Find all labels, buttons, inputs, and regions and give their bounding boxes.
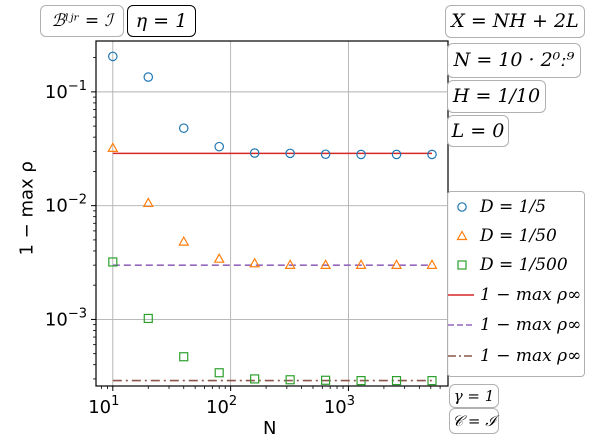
circle-marker [214, 141, 225, 152]
square-marker [285, 375, 295, 385]
circle-marker [285, 148, 295, 159]
x-tick-label: 101 [88, 394, 119, 418]
y-tick-label: 10−3 [45, 306, 87, 330]
c-tag: 𝒞 = ℐ [449, 408, 499, 434]
dashdot-line-icon [448, 355, 474, 357]
y-tick-label: 10−2 [45, 193, 87, 217]
legend-label: 1 − max ρ∞ [480, 315, 582, 335]
plot-frame [95, 40, 449, 387]
triangle-marker [142, 197, 154, 208]
legend-item: D = 1/500 [448, 253, 584, 277]
circle-marker [108, 51, 118, 62]
legend-item: D = 1/5 [448, 195, 584, 219]
x-tick-label: 103 [324, 394, 355, 418]
square-marker [250, 374, 260, 384]
grid-layer [96, 41, 448, 386]
triangle-marker [391, 259, 403, 269]
triangle-marker [107, 142, 119, 152]
legend-item: 1 − max ρ∞ [448, 313, 584, 337]
reference-lines [112, 152, 432, 382]
legend-label: D = 1/500 [480, 255, 568, 275]
square-marker [179, 352, 189, 362]
x-tag: X = NH + 2L [445, 5, 585, 38]
legend-label: D = 1/5 [480, 197, 547, 217]
n-tag: N = 10 · 2⁰ː⁹ [447, 43, 581, 78]
square-marker-icon [457, 260, 467, 270]
data-markers [107, 51, 438, 386]
dashed-line-icon [448, 324, 474, 326]
triangle-marker-icon [456, 230, 468, 241]
eta-tag: η = 1 [127, 5, 196, 37]
square-marker [356, 376, 366, 386]
b-tag: ℬˡʲʳ = ℐ [40, 5, 124, 37]
circle-marker [391, 149, 402, 160]
legend-label: D = 1/50 [480, 226, 557, 246]
gamma-tag: γ = 1 [449, 384, 499, 408]
legend-label: 1 − max ρ∞ [480, 285, 582, 305]
triangle-marker [320, 259, 332, 269]
h-tag: H = 1/10 [447, 80, 546, 113]
circle-marker [356, 149, 366, 160]
circle-marker [178, 123, 189, 133]
legend-item: D = 1/50 [448, 224, 584, 248]
square-marker [321, 375, 331, 385]
x-tick-label: 102 [206, 394, 237, 418]
square-marker [427, 376, 437, 386]
square-marker [143, 313, 153, 324]
square-marker [108, 257, 118, 267]
triangle-marker [213, 252, 225, 263]
l-tag: L = 0 [447, 115, 509, 147]
triangle-marker [284, 259, 296, 269]
square-marker [214, 368, 224, 378]
y-tick-label: 10−1 [45, 79, 87, 103]
legend-item: 1 − max ρ∞ [448, 344, 584, 368]
y-axis-label: 1 − max ρ [16, 161, 38, 256]
triangle-marker [355, 259, 367, 269]
legend: D = 1/5 D = 1/50 D = 1/500 1 − max ρ∞ 1 … [447, 191, 585, 377]
triangle-marker [249, 257, 261, 268]
tick-layer: 101 102 103 10−1 10−2 10−3 [45, 57, 441, 418]
circle-marker [320, 149, 331, 160]
triangle-marker [426, 259, 438, 269]
square-marker [391, 376, 402, 386]
x-axis-label: N [263, 418, 277, 439]
circle-marker [143, 72, 154, 82]
legend-item: 1 − max ρ∞ [448, 283, 584, 307]
legend-label: 1 − max ρ∞ [480, 346, 582, 366]
circle-marker [249, 148, 260, 158]
circle-marker-icon [457, 202, 467, 212]
triangle-marker [178, 235, 190, 246]
solid-line-icon [448, 294, 474, 296]
circle-marker [427, 149, 437, 160]
